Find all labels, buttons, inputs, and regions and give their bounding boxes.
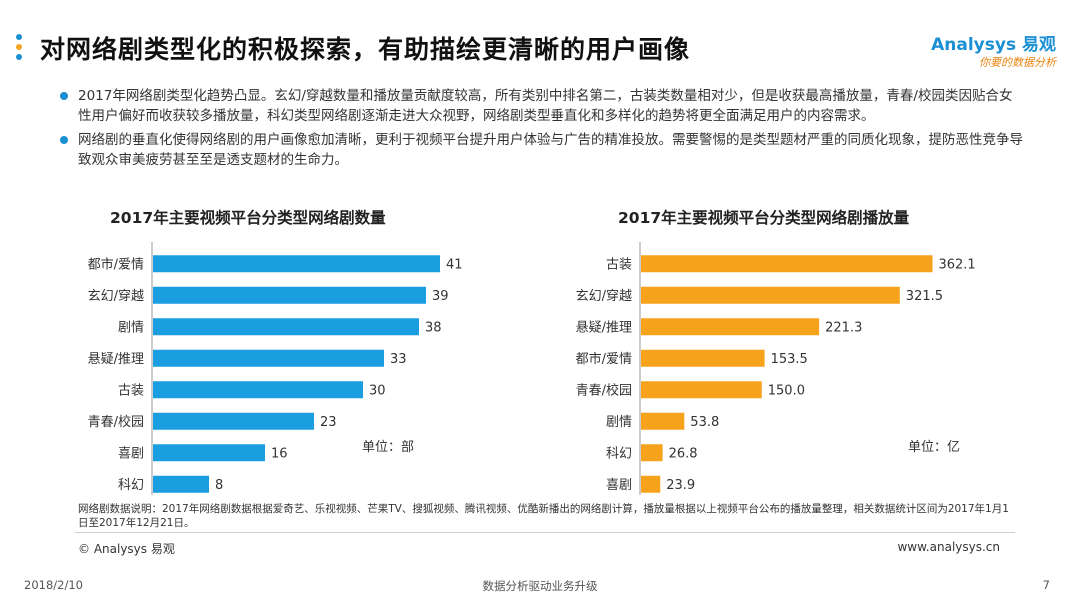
footer-date: 2018/2/10 xyxy=(24,578,83,592)
bullet-list: 2017年网络剧类型化趋势凸显。玄幻/穿越数量和播放量贡献度较高，所有类别中排名… xyxy=(60,86,1025,174)
divider xyxy=(75,532,1015,533)
data-label: 26.8 xyxy=(669,446,698,461)
category-label: 剧情 xyxy=(118,320,144,335)
data-label: 8 xyxy=(215,478,223,493)
title-decoration xyxy=(14,34,24,64)
category-label: 科幻 xyxy=(606,446,632,461)
category-label: 古装 xyxy=(118,383,144,398)
category-label: 悬疑/推理 xyxy=(88,351,144,367)
bar xyxy=(153,381,363,399)
bar xyxy=(641,412,685,430)
category-label: 悬疑/推理 xyxy=(576,319,632,335)
data-label: 33 xyxy=(390,352,407,367)
title-dot xyxy=(16,34,22,40)
unit-label-count: 单位：部 xyxy=(362,440,415,455)
category-label: 科幻 xyxy=(118,478,144,493)
bar-chart-views: 古装 362.1 玄幻/穿越 321.5 悬疑/推理 221.3 都市/爱情 153.5 青春/… xyxy=(576,242,976,495)
bullet-item: 2017年网络剧类型化趋势凸显。玄幻/穿越数量和播放量贡献度较高，所有类别中排名… xyxy=(60,86,1025,126)
bar xyxy=(641,475,661,493)
website-link[interactable]: www.analysys.cn xyxy=(897,540,1000,554)
bar xyxy=(153,349,384,367)
category-label: 古装 xyxy=(606,257,632,272)
bar xyxy=(153,475,209,493)
slide-title: 对网络剧类型化的积极探索，有助描绘更清晰的用户画像 xyxy=(40,35,691,64)
bullet-item: 网络剧的垂直化使得网络剧的用户画像愈加清晰，更利于视频平台提升用户体验与广告的精… xyxy=(60,130,1025,170)
bar xyxy=(641,381,762,399)
data-label: 150.0 xyxy=(768,383,805,398)
data-label: 39 xyxy=(432,289,449,304)
bar xyxy=(153,412,314,430)
bar xyxy=(153,444,265,462)
bar-chart-count: 都市/爱情 41 玄幻/穿越 39 剧情 38 悬疑/推理 33 古装 30 青春/校园 23 喜剧 16… xyxy=(88,242,463,495)
bar xyxy=(153,318,419,336)
category-label: 青春/校园 xyxy=(88,414,144,430)
title-dot xyxy=(16,54,22,60)
bar xyxy=(641,286,900,304)
category-label: 玄幻/穿越 xyxy=(576,288,632,304)
bar xyxy=(641,349,765,367)
data-label: 153.5 xyxy=(771,352,808,367)
analysys-logo: Analysys 易观 你要的数据分析 xyxy=(916,30,1056,74)
bar xyxy=(153,255,440,273)
unit-label-views: 单位：亿 xyxy=(908,440,961,455)
data-label: 23 xyxy=(320,415,337,430)
category-label: 都市/爱情 xyxy=(88,256,144,272)
data-label: 221.3 xyxy=(825,320,862,335)
category-label: 青春/校园 xyxy=(576,382,632,398)
category-label: 都市/爱情 xyxy=(576,351,632,367)
data-label: 16 xyxy=(271,446,288,461)
copyright: © Analysys 易观 xyxy=(78,542,175,556)
data-label: 53.8 xyxy=(690,415,719,430)
data-label: 362.1 xyxy=(938,257,975,272)
category-label: 喜剧 xyxy=(606,478,632,493)
data-label: 321.5 xyxy=(906,289,943,304)
category-label: 玄幻/穿越 xyxy=(88,288,144,304)
category-label: 喜剧 xyxy=(118,446,144,461)
chart-title-count: 2017年主要视频平台分类型网络剧数量 xyxy=(110,209,386,227)
data-label: 30 xyxy=(369,383,386,398)
bar xyxy=(153,286,426,304)
bar xyxy=(641,318,820,336)
data-label: 23.9 xyxy=(666,478,695,493)
footer-slogan: 数据分析驱动业务升级 xyxy=(482,579,598,593)
logo-main-text: Analysys 易观 xyxy=(931,35,1056,55)
chart-title-views: 2017年主要视频平台分类型网络剧播放量 xyxy=(618,209,910,227)
title-dot xyxy=(16,44,22,50)
source-note: 网络剧数据说明：2017年网络剧数据根据爱奇艺、乐视视频、芒果TV、搜狐视频、腾… xyxy=(78,503,1009,529)
data-label: 41 xyxy=(446,257,463,272)
logo-slogan: 你要的数据分析 xyxy=(979,56,1056,69)
page-number: 7 xyxy=(1042,578,1050,592)
category-label: 剧情 xyxy=(606,415,632,430)
data-label: 38 xyxy=(425,320,442,335)
bar xyxy=(641,255,933,273)
bar xyxy=(641,444,663,462)
